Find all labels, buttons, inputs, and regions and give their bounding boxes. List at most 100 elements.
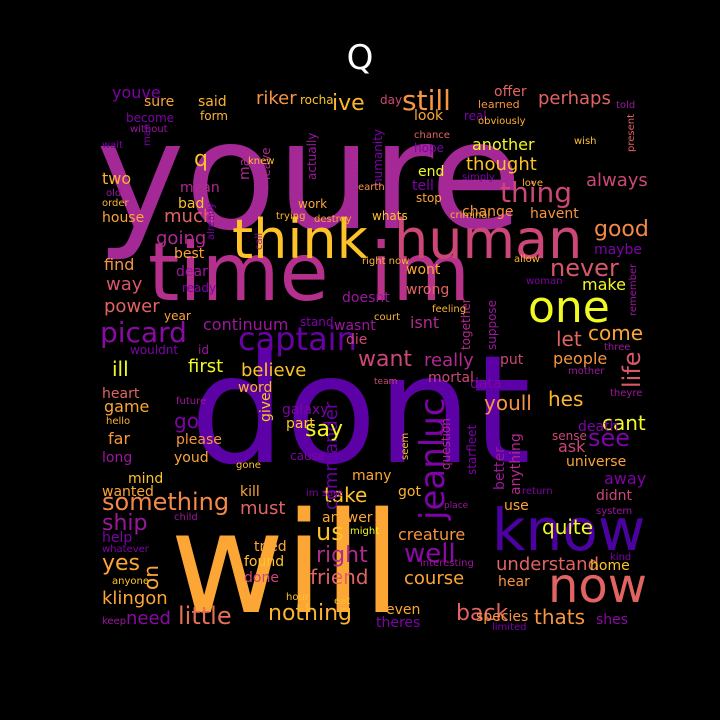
cloud-word-right: right — [316, 543, 368, 568]
cloud-word-course: course — [404, 568, 464, 589]
cloud-word-hes: hes — [548, 387, 583, 411]
cloud-word-child: child — [174, 512, 198, 523]
cloud-word-mortal: mortal — [428, 370, 474, 386]
cloud-word-captain: captain — [238, 320, 357, 358]
cloud-word-way: way — [106, 274, 143, 295]
cloud-word-cant: cant — [602, 411, 646, 435]
cloud-word-see: see — [588, 424, 630, 452]
cloud-word-want: want — [358, 347, 412, 372]
cloud-word-feeling: feeling — [432, 304, 466, 315]
cloud-word-cause: cause — [290, 449, 325, 463]
cloud-word-rocha: rocha — [300, 93, 334, 107]
cloud-word-thought: thought — [466, 154, 537, 175]
cloud-word-youll: youll — [484, 391, 532, 415]
cloud-word-part: part — [286, 416, 315, 432]
cloud-word-whatever: whatever — [102, 544, 150, 555]
cloud-word-actually: actually — [305, 133, 319, 180]
cloud-word-picard: picard — [100, 316, 187, 349]
cloud-word-data: data — [470, 376, 502, 392]
cloud-word-something: something — [102, 488, 229, 516]
cloud-word-on: on — [139, 565, 163, 590]
cloud-word-even: even — [386, 602, 420, 618]
cloud-word-hello: hello — [106, 416, 130, 427]
cloud-word-limited: limited — [492, 622, 527, 633]
cloud-word-away: away — [604, 469, 646, 488]
cloud-word-change: change — [462, 204, 514, 220]
cloud-word-tell: tell — [412, 178, 434, 194]
cloud-word-better: better — [492, 447, 508, 490]
cloud-word-must: must — [240, 498, 285, 519]
cloud-word-im-sure: im sure — [306, 488, 343, 499]
cloud-word-wrong: wrong — [406, 282, 449, 298]
cloud-word-quite: quite — [542, 515, 593, 539]
cloud-word-love: love — [522, 178, 543, 189]
cloud-word-give: give — [258, 392, 274, 422]
cloud-word-q: q — [194, 147, 208, 172]
cloud-word-wish: wish — [574, 136, 597, 147]
cloud-word-species: species — [476, 609, 528, 625]
cloud-word-much: much — [164, 206, 214, 227]
cloud-word-doesnt: doesnt — [342, 290, 390, 306]
cloud-word-need: need — [126, 608, 171, 629]
cloud-word-another: another — [472, 135, 535, 154]
cloud-word-think: think — [232, 208, 369, 271]
cloud-word-home: home — [590, 558, 630, 574]
cloud-word-universe: universe — [566, 454, 626, 470]
cloud-word-anything: anything — [508, 433, 524, 495]
cloud-word-allow: allow — [514, 254, 540, 265]
cloud-word-come: come — [588, 321, 643, 345]
cloud-word-always: always — [586, 170, 648, 191]
cloud-word-ask: ask — [558, 437, 586, 456]
cloud-word-die: die — [346, 332, 367, 348]
cloud-word-learned: learned — [478, 98, 520, 111]
cloud-word-leave: leave — [259, 147, 273, 180]
cloud-word-return: return — [522, 486, 553, 497]
cloud-word-little: little — [178, 602, 232, 630]
cloud-word-dont: dont — [190, 324, 531, 498]
cloud-word-human: human — [394, 208, 582, 271]
cloud-word-first: first — [188, 356, 223, 377]
cloud-word-form: form — [200, 109, 228, 123]
cloud-word-stand: stand — [300, 315, 334, 329]
cloud-word-yes: yes — [102, 551, 140, 576]
cloud-word-already: already — [206, 203, 217, 240]
cloud-word-whats: whats — [372, 209, 408, 223]
cloud-word-find: find — [104, 255, 134, 274]
cloud-word-mean: mean — [180, 180, 220, 196]
cloud-word-together: together — [459, 298, 473, 350]
cloud-word-make: make — [582, 275, 626, 294]
cloud-word-ive: ive — [332, 91, 365, 116]
cloud-word-word: word — [238, 380, 272, 396]
cloud-word-shes: shes — [596, 612, 628, 628]
cloud-word-theres: theres — [376, 615, 420, 631]
cloud-word-well: well — [404, 539, 456, 569]
cloud-word-look: look — [414, 108, 444, 124]
cloud-word-two: two — [102, 169, 131, 188]
cloud-word-nothing: nothing — [268, 601, 352, 626]
cloud-word-woman: woman — [526, 276, 563, 287]
cloud-word-best: best — [174, 246, 205, 262]
cloud-word-continuum: continuum — [203, 315, 288, 334]
cloud-word-havent: havent — [530, 206, 579, 222]
cloud-word-bad: bad — [178, 196, 204, 212]
cloud-word-destroy: destroy — [314, 214, 352, 225]
cloud-word-wouldnt: wouldnt — [130, 343, 178, 357]
cloud-word-youve: youve — [112, 83, 161, 102]
cloud-word-humanity: humanity — [371, 129, 385, 186]
cloud-word-hour: hour — [286, 592, 310, 603]
cloud-word-team: team — [374, 377, 397, 387]
cloud-title: Q — [346, 38, 374, 78]
cloud-word-ship: ship — [102, 511, 147, 536]
cloud-word-got: got — [398, 484, 421, 500]
cloud-word-starfleet: starfleet — [465, 424, 479, 475]
cloud-word-year: year — [164, 309, 191, 323]
cloud-word-order: order — [102, 198, 130, 209]
cloud-word-say: say — [305, 417, 343, 442]
cloud-word-day: day — [380, 93, 402, 107]
cloud-word-interesting: interesting — [420, 558, 474, 569]
cloud-word-isnt: isnt — [410, 313, 439, 332]
cloud-word-thats: thats — [534, 605, 585, 629]
cloud-word-place: place — [444, 501, 469, 511]
cloud-word-heart: heart — [102, 386, 140, 402]
cloud-word-tried: tried — [254, 539, 287, 555]
